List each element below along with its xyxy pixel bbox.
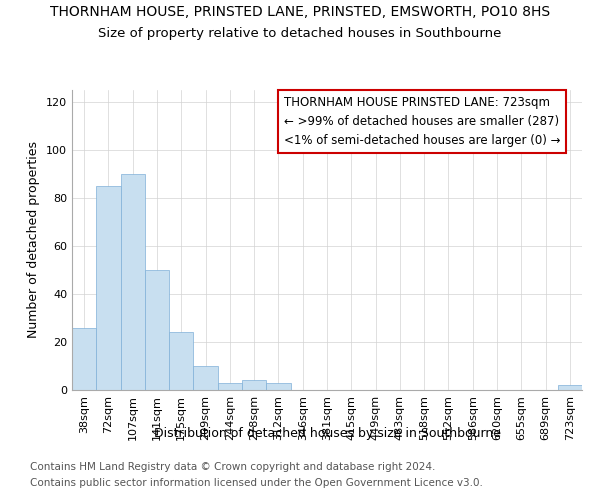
Text: Contains public sector information licensed under the Open Government Licence v3: Contains public sector information licen… — [30, 478, 483, 488]
Text: THORNHAM HOUSE PRINSTED LANE: 723sqm
← >99% of detached houses are smaller (287): THORNHAM HOUSE PRINSTED LANE: 723sqm ← >… — [284, 96, 560, 147]
Bar — [121, 174, 145, 390]
Bar — [169, 332, 193, 390]
Text: Distribution of detached houses by size in Southbourne: Distribution of detached houses by size … — [154, 428, 500, 440]
Bar — [145, 270, 169, 390]
Bar — [96, 186, 121, 390]
Y-axis label: Number of detached properties: Number of detached properties — [28, 142, 40, 338]
Bar — [72, 328, 96, 390]
Bar — [266, 383, 290, 390]
Bar — [193, 366, 218, 390]
Text: Contains HM Land Registry data © Crown copyright and database right 2024.: Contains HM Land Registry data © Crown c… — [30, 462, 436, 472]
Bar — [218, 383, 242, 390]
Bar — [558, 385, 582, 390]
Text: Size of property relative to detached houses in Southbourne: Size of property relative to detached ho… — [98, 28, 502, 40]
Text: THORNHAM HOUSE, PRINSTED LANE, PRINSTED, EMSWORTH, PO10 8HS: THORNHAM HOUSE, PRINSTED LANE, PRINSTED,… — [50, 5, 550, 19]
Bar — [242, 380, 266, 390]
